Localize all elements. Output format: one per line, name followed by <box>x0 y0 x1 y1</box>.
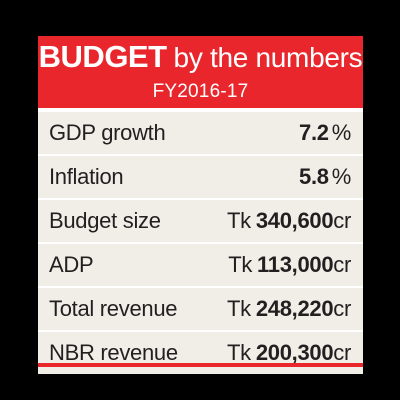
row-value: 5.8% <box>299 156 351 198</box>
row-gdp-growth: GDP growth 7.2% <box>38 112 363 154</box>
card-title: BUDGET by the numbers <box>38 39 363 79</box>
value-unit: cr <box>333 340 351 365</box>
value-number: 200,300 <box>255 340 334 365</box>
figures-list: GDP growth 7.2% Inflation 5.8% Budget si… <box>38 112 363 374</box>
value-prefix: Tk <box>226 296 251 321</box>
header-banner: BUDGET by the numbers FY2016-17 <box>38 36 363 108</box>
value-unit: cr <box>333 208 351 233</box>
row-total-revenue: Total revenue Tk 248,220cr <box>38 286 363 330</box>
row-value: Tk 340,600cr <box>227 200 351 242</box>
value-number: 7.2 <box>299 120 329 145</box>
row-label: Inflation <box>49 164 124 189</box>
value-unit: cr <box>333 296 351 321</box>
row-adp: ADP Tk 113,000cr <box>38 242 363 286</box>
fiscal-year-subtitle: FY2016-17 <box>152 81 249 102</box>
row-budget-size: Budget size Tk 340,600cr <box>38 198 363 242</box>
value-prefix: Tk <box>226 208 251 233</box>
value-unit: % <box>331 164 352 189</box>
value-number: 248,220 <box>255 296 334 321</box>
row-value: 7.2% <box>299 112 351 154</box>
value-unit: cr <box>333 252 351 277</box>
row-value: Tk 200,300cr <box>227 332 351 374</box>
row-value: Tk 113,000cr <box>228 244 351 286</box>
title-rest: by the numbers <box>173 42 363 73</box>
value-prefix: Tk <box>228 252 253 277</box>
row-value: Tk 248,220cr <box>227 288 351 330</box>
row-label: GDP growth <box>49 120 166 145</box>
value-number: 113,000 <box>257 252 334 277</box>
value-unit: % <box>331 120 352 145</box>
row-label: NBR revenue <box>49 340 178 365</box>
value-prefix: Tk <box>226 340 251 365</box>
title-bold: BUDGET <box>38 39 167 74</box>
value-number: 340,600 <box>255 208 334 233</box>
row-inflation: Inflation 5.8% <box>38 154 363 198</box>
value-number: 5.8 <box>299 164 329 189</box>
budget-infographic-card: BUDGET by the numbers FY2016-17 GDP grow… <box>38 36 363 374</box>
bottom-accent-rule <box>38 363 363 367</box>
row-label: Total revenue <box>49 296 178 321</box>
row-nbr-revenue: NBR revenue Tk 200,300cr <box>38 330 363 374</box>
row-label: ADP <box>49 252 94 277</box>
row-label: Budget size <box>49 208 161 233</box>
